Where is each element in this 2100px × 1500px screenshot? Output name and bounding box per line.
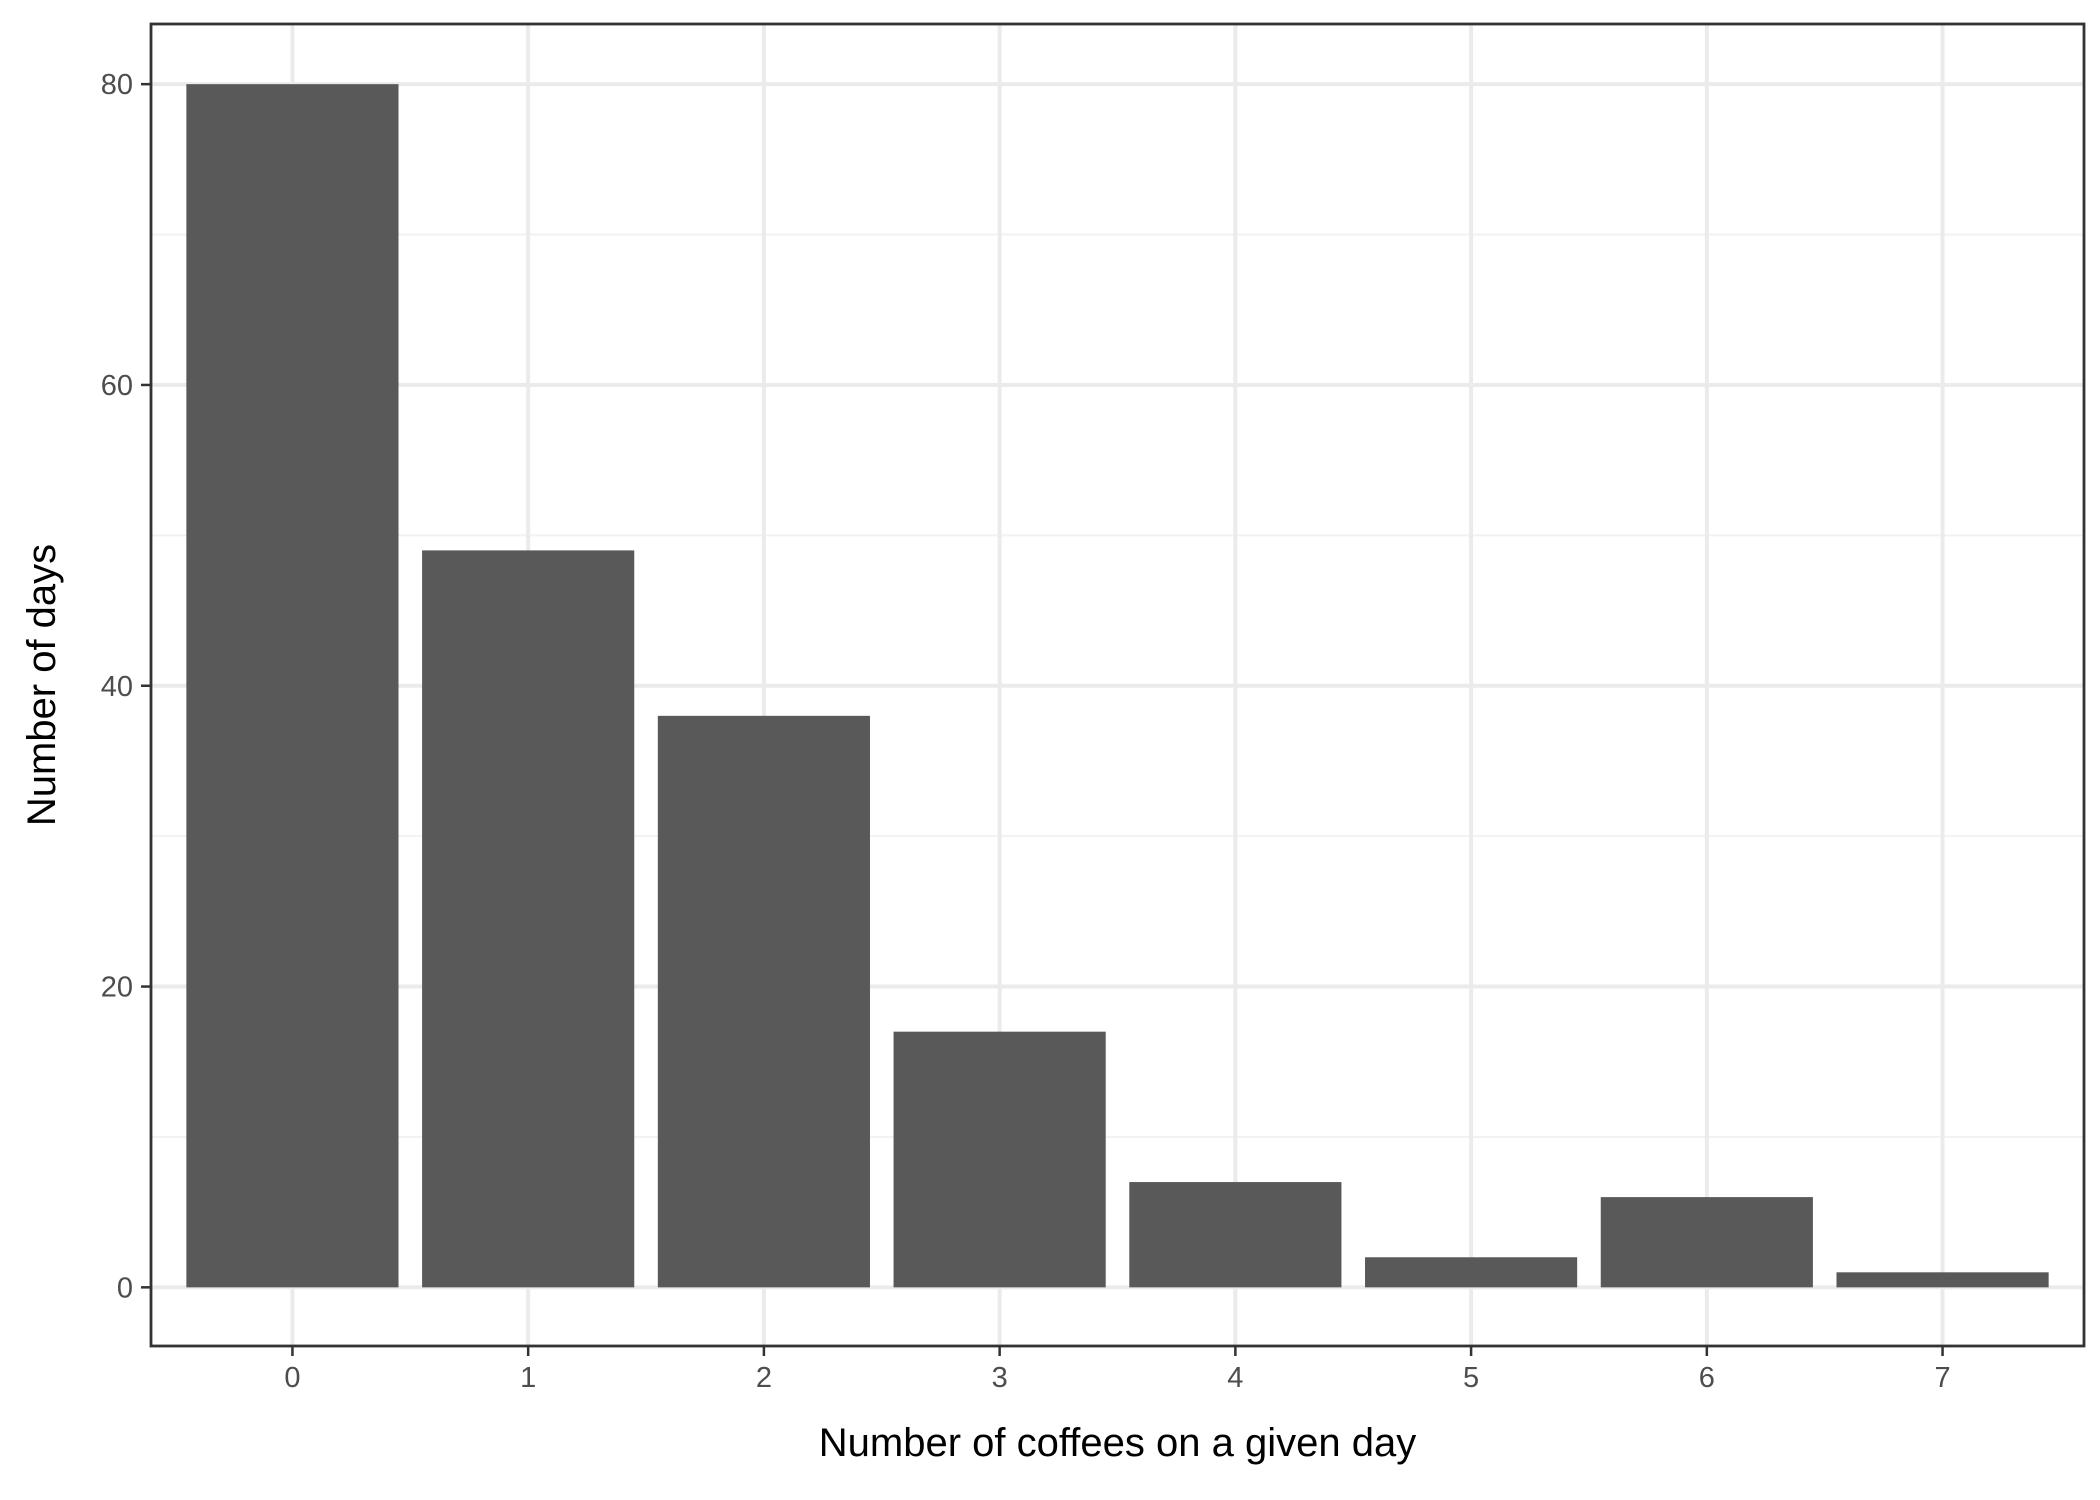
bar-7 — [1836, 1272, 2049, 1288]
x-tick-label: 4 — [1227, 1362, 1243, 1394]
y-tick-label: 80 — [101, 69, 133, 101]
x-tick-label: 3 — [992, 1362, 1008, 1394]
axes: 0 20 40 60 80 0 1 2 3 4 5 6 7 — [101, 69, 1951, 1394]
y-tick-label: 40 — [101, 671, 133, 703]
bar-2 — [657, 715, 870, 1288]
x-tick-label: 6 — [1699, 1362, 1715, 1394]
bar-5 — [1365, 1257, 1578, 1288]
x-tick-label: 7 — [1934, 1362, 1950, 1394]
x-tick-label: 2 — [756, 1362, 772, 1394]
y-tick-label: 20 — [101, 972, 133, 1004]
y-tick-label: 0 — [117, 1272, 133, 1304]
bar-3 — [893, 1031, 1106, 1288]
bar-1 — [422, 550, 635, 1288]
x-tick-label: 1 — [520, 1362, 536, 1394]
bars — [186, 84, 2049, 1288]
panel-border — [149, 22, 2086, 1348]
x-tick-label: 5 — [1463, 1362, 1479, 1394]
bar-4 — [1129, 1182, 1342, 1288]
y-tick-label: 60 — [101, 370, 133, 402]
bar-0 — [186, 84, 399, 1288]
x-tick-label: 0 — [284, 1362, 300, 1394]
x-axis-title: Number of coffees on a given day — [819, 1421, 1416, 1465]
bar-6 — [1600, 1197, 1813, 1288]
y-axis-title: Number of days — [20, 544, 64, 826]
